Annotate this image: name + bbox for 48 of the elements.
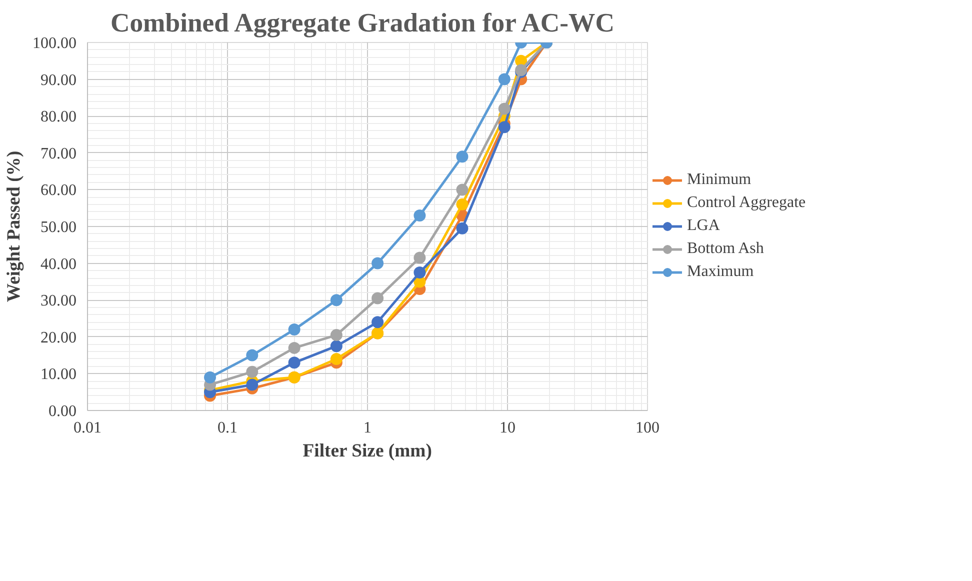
point [330,329,342,342]
point [246,378,258,391]
point [288,356,300,369]
x-tick-label: 0.01 [74,420,102,436]
point [498,73,510,86]
legend-label: Control Aggregate [687,194,806,212]
x-tick-label: 1 [364,420,372,436]
point [330,294,342,306]
y-tick-label: 70.00 [40,145,76,162]
point [414,252,426,264]
point [246,366,258,378]
point [456,150,468,163]
point [288,324,300,336]
legend-label: Bottom Ash [687,240,764,258]
point [456,184,468,196]
point [330,340,342,352]
y-tick-label: 40.00 [40,256,76,273]
y-tick-label: 90.00 [40,72,76,89]
point [204,371,216,384]
y-tick-label: 60.00 [40,182,76,200]
y-tick-label: 20.00 [40,329,76,346]
point [456,222,468,234]
point [498,121,510,134]
point [372,316,384,328]
point [414,266,426,278]
y-tick-label: 30.00 [40,292,76,310]
point [414,209,426,222]
point [330,352,342,365]
y-tick-label: 10.00 [40,366,76,384]
legend-label: Maximum [687,263,754,281]
y-tick-label: 100.00 [32,35,76,52]
point [288,342,300,354]
x-tick-label: 100 [636,420,660,436]
y-tick-label: 50.00 [40,219,76,236]
y-tick-label: 80.00 [40,108,76,126]
legend-label: LGA [687,217,720,235]
x-tick-label: 10 [500,420,516,436]
point [498,102,510,115]
point [456,198,468,210]
x-axis-title: Filter Size (mm) [302,440,432,462]
chart-title: Combined Aggregate Gradation for AC-WC [110,8,614,38]
x-tick-label: 0.1 [218,420,238,436]
y-axis-title: Weight Passed (%) [4,150,24,302]
y-tick-label: 0.00 [48,403,76,420]
point [246,349,258,362]
point [372,257,384,270]
legend-label: Minimum [687,171,752,189]
point [372,292,384,304]
